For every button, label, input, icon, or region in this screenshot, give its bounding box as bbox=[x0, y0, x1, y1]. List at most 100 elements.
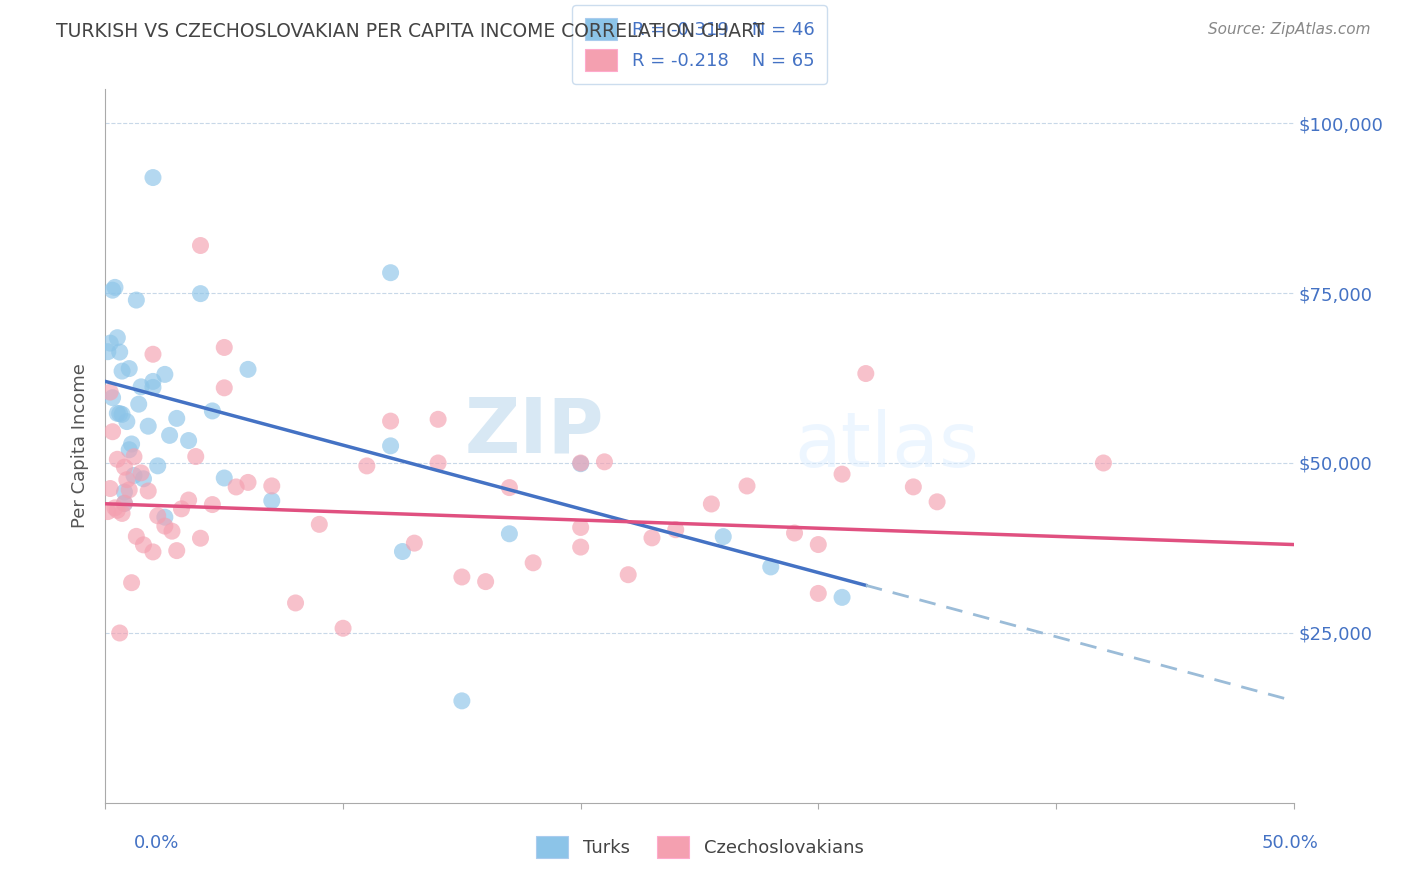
Point bbox=[97, 344, 120, 359]
Point bbox=[122, 468, 145, 483]
Point bbox=[450, 570, 472, 584]
Point bbox=[177, 434, 200, 448]
Point bbox=[98, 482, 121, 496]
Point bbox=[101, 391, 124, 405]
Point bbox=[114, 497, 136, 511]
Point bbox=[593, 455, 616, 469]
Point bbox=[427, 456, 450, 470]
Point bbox=[105, 452, 128, 467]
Point bbox=[807, 586, 830, 600]
Point bbox=[236, 475, 259, 490]
Point bbox=[108, 407, 131, 421]
Point bbox=[136, 419, 159, 434]
Point bbox=[284, 596, 307, 610]
Point bbox=[125, 529, 148, 543]
Point bbox=[105, 503, 128, 517]
Point bbox=[665, 523, 688, 537]
Point bbox=[450, 694, 472, 708]
Point bbox=[146, 458, 169, 473]
Point bbox=[391, 544, 413, 558]
Point bbox=[201, 404, 224, 418]
Point bbox=[214, 381, 236, 395]
Point bbox=[166, 543, 188, 558]
Point bbox=[142, 545, 165, 559]
Point bbox=[121, 437, 143, 451]
Point bbox=[108, 345, 131, 359]
Point bbox=[114, 496, 136, 510]
Point bbox=[522, 556, 544, 570]
Text: 50.0%: 50.0% bbox=[1263, 834, 1319, 852]
Point bbox=[427, 412, 450, 426]
Point bbox=[98, 385, 121, 400]
Point bbox=[142, 347, 165, 361]
Point bbox=[380, 414, 402, 428]
Text: TURKISH VS CZECHOSLOVAKIAN PER CAPITA INCOME CORRELATION CHART: TURKISH VS CZECHOSLOVAKIAN PER CAPITA IN… bbox=[56, 22, 765, 41]
Point bbox=[118, 483, 141, 497]
Text: 0.0%: 0.0% bbox=[134, 834, 179, 852]
Point bbox=[404, 536, 426, 550]
Point bbox=[153, 519, 176, 533]
Point bbox=[170, 501, 193, 516]
Point bbox=[831, 591, 853, 605]
Point bbox=[159, 428, 181, 442]
Text: ZIP: ZIP bbox=[465, 395, 605, 468]
Point bbox=[111, 507, 134, 521]
Point bbox=[104, 500, 127, 515]
Point bbox=[498, 526, 520, 541]
Point bbox=[98, 336, 121, 351]
Point bbox=[260, 479, 283, 493]
Point bbox=[115, 473, 138, 487]
Y-axis label: Per Capita Income: Per Capita Income bbox=[72, 364, 90, 528]
Point bbox=[160, 524, 183, 538]
Point bbox=[617, 567, 640, 582]
Point bbox=[122, 450, 145, 464]
Point bbox=[1092, 456, 1115, 470]
Point bbox=[236, 362, 259, 376]
Point bbox=[925, 495, 948, 509]
Point bbox=[332, 621, 354, 635]
Point bbox=[111, 408, 134, 422]
Point bbox=[125, 293, 148, 307]
Point bbox=[184, 450, 207, 464]
Text: atlas: atlas bbox=[794, 409, 980, 483]
Point bbox=[569, 540, 592, 554]
Point bbox=[129, 466, 152, 480]
Text: Source: ZipAtlas.com: Source: ZipAtlas.com bbox=[1208, 22, 1371, 37]
Point bbox=[759, 560, 782, 574]
Point bbox=[114, 460, 136, 475]
Point bbox=[190, 286, 212, 301]
Point bbox=[177, 493, 200, 508]
Point bbox=[569, 456, 592, 470]
Point bbox=[569, 520, 592, 534]
Point bbox=[225, 480, 247, 494]
Point bbox=[190, 238, 212, 252]
Point bbox=[132, 472, 155, 486]
Point bbox=[118, 442, 141, 457]
Legend: Turks, Czechoslovakians: Turks, Czechoslovakians bbox=[529, 829, 870, 865]
Point bbox=[136, 483, 159, 498]
Point bbox=[114, 485, 136, 500]
Point bbox=[190, 531, 212, 545]
Point bbox=[111, 364, 134, 378]
Point bbox=[474, 574, 496, 589]
Point bbox=[260, 493, 283, 508]
Point bbox=[142, 375, 165, 389]
Point bbox=[105, 331, 128, 345]
Point bbox=[380, 266, 402, 280]
Point bbox=[101, 425, 124, 439]
Point bbox=[128, 397, 150, 411]
Point bbox=[121, 575, 143, 590]
Point bbox=[201, 498, 224, 512]
Point bbox=[104, 280, 127, 294]
Point bbox=[807, 537, 830, 551]
Point bbox=[142, 380, 165, 394]
Point bbox=[166, 411, 188, 425]
Point bbox=[153, 368, 176, 382]
Point bbox=[308, 517, 330, 532]
Point bbox=[105, 406, 128, 420]
Point bbox=[569, 457, 592, 471]
Point bbox=[700, 497, 723, 511]
Point bbox=[108, 626, 131, 640]
Point bbox=[132, 538, 155, 552]
Point bbox=[380, 439, 402, 453]
